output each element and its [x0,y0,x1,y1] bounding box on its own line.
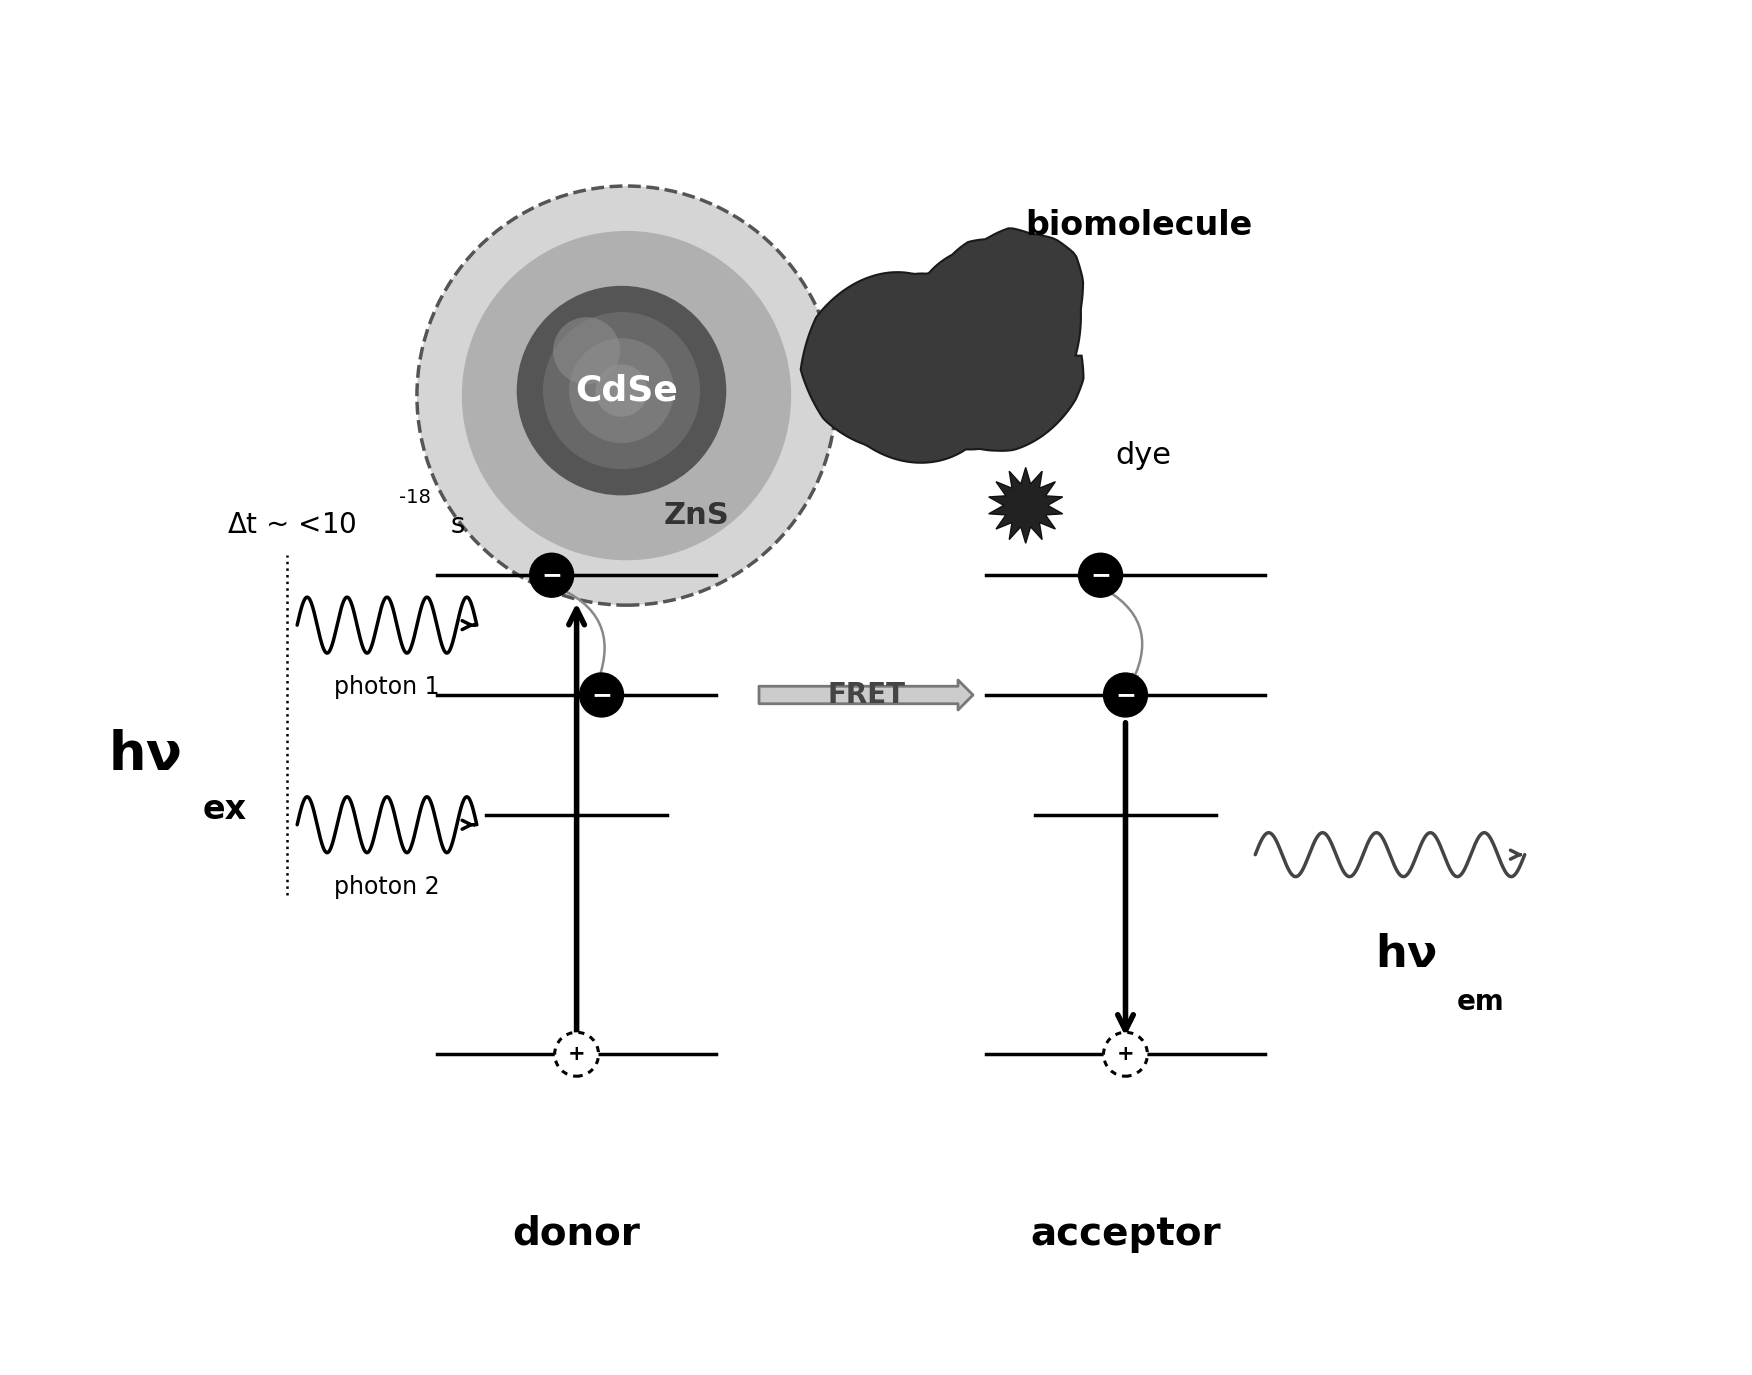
Circle shape [529,553,573,597]
Text: FRET: FRET [827,681,906,710]
Circle shape [543,312,701,469]
Circle shape [555,1033,599,1077]
Text: +: + [568,1044,585,1064]
FancyArrowPatch shape [759,681,972,710]
Circle shape [517,286,727,495]
Text: −: − [1114,683,1135,707]
Text: +: + [1116,1044,1134,1064]
Text: dye: dye [1116,441,1172,470]
Text: −: − [541,564,562,587]
Circle shape [554,318,620,384]
Text: donor: donor [513,1216,641,1253]
Circle shape [463,231,792,560]
Text: $\mathbf{h\nu}$: $\mathbf{h\nu}$ [107,729,180,781]
Text: ZnS: ZnS [664,500,729,529]
Polygon shape [988,468,1063,543]
Circle shape [1079,553,1123,597]
Polygon shape [801,228,1083,463]
Circle shape [596,364,648,417]
Text: biomolecule: biomolecule [1025,209,1253,242]
Text: s: s [442,512,466,539]
Circle shape [569,338,675,443]
Text: CdSe: CdSe [575,374,678,407]
Circle shape [1104,672,1148,716]
Circle shape [417,186,836,605]
Text: ex: ex [203,793,247,826]
Text: −: − [590,683,611,707]
Text: photon 1: photon 1 [335,675,440,698]
Text: acceptor: acceptor [1030,1216,1221,1253]
Text: -18: -18 [399,488,431,507]
Text: photon 2: photon 2 [335,874,440,899]
Text: $\mathbf{h\nu}$: $\mathbf{h\nu}$ [1375,934,1437,976]
Text: em: em [1458,989,1505,1016]
Circle shape [580,672,624,716]
Circle shape [1104,1033,1148,1077]
Text: −: − [1090,564,1111,587]
Text: $\Delta$t ~ <10: $\Delta$t ~ <10 [228,512,357,539]
